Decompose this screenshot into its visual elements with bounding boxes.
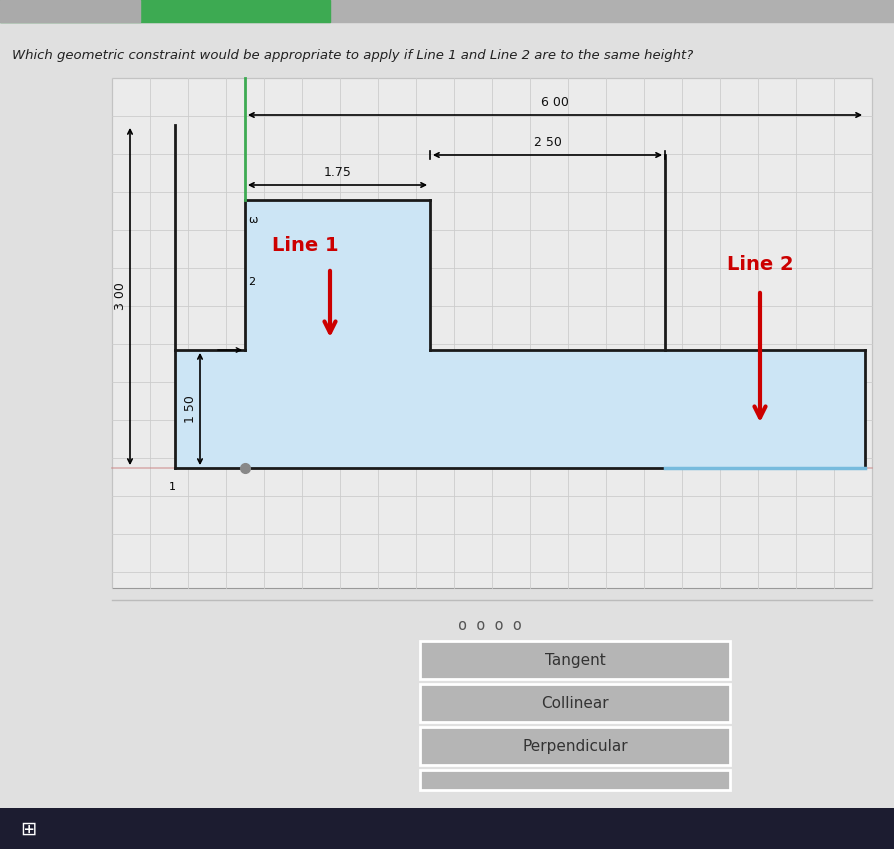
Text: 6 00: 6 00 <box>541 96 569 109</box>
Bar <box>420 770 730 790</box>
Text: 3 00: 3 00 <box>114 283 126 311</box>
Text: 2: 2 <box>248 277 255 287</box>
Bar <box>420 641 730 679</box>
Text: 1.75: 1.75 <box>324 166 351 179</box>
Text: Perpendicular: Perpendicular <box>522 739 628 754</box>
Text: Line 2: Line 2 <box>727 256 793 274</box>
Text: Line 1: Line 1 <box>272 235 338 255</box>
Text: 1 50: 1 50 <box>183 395 197 423</box>
Bar <box>0 0 140 22</box>
Bar <box>0 0 330 22</box>
Text: ⊞: ⊞ <box>20 819 36 839</box>
Text: Which geometric constraint would be appropriate to apply if Line 1 and Line 2 ar: Which geometric constraint would be appr… <box>12 48 693 61</box>
Bar <box>420 727 730 765</box>
Text: Tangent: Tangent <box>544 653 605 667</box>
Text: ω: ω <box>248 215 257 225</box>
Text: 1: 1 <box>168 482 175 492</box>
Bar <box>112 78 872 588</box>
Bar <box>0 808 894 849</box>
Bar <box>0 0 894 22</box>
Bar <box>420 684 730 722</box>
Text: o o o o: o o o o <box>458 617 522 633</box>
Polygon shape <box>175 200 865 468</box>
Text: 2 50: 2 50 <box>534 136 561 149</box>
Text: Collinear: Collinear <box>541 695 609 711</box>
